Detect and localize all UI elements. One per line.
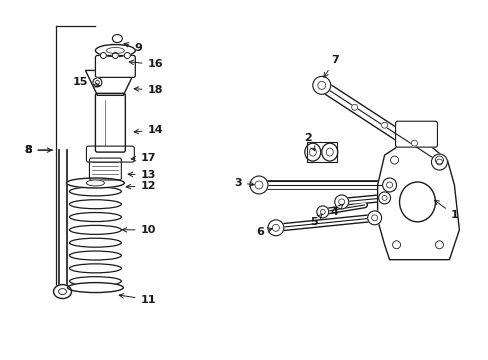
Ellipse shape: [320, 210, 325, 214]
Ellipse shape: [411, 140, 417, 146]
Ellipse shape: [69, 251, 121, 260]
Text: 8: 8: [25, 145, 52, 155]
Ellipse shape: [95, 45, 135, 57]
Ellipse shape: [254, 181, 263, 189]
Ellipse shape: [381, 195, 386, 201]
Ellipse shape: [249, 176, 267, 194]
Ellipse shape: [86, 180, 104, 186]
Ellipse shape: [381, 122, 387, 128]
Ellipse shape: [334, 195, 348, 209]
Ellipse shape: [69, 264, 121, 273]
Ellipse shape: [272, 224, 279, 231]
Ellipse shape: [95, 80, 99, 84]
Ellipse shape: [325, 148, 332, 156]
FancyBboxPatch shape: [86, 146, 134, 162]
FancyBboxPatch shape: [395, 121, 437, 147]
Ellipse shape: [382, 178, 396, 192]
Ellipse shape: [399, 182, 435, 222]
Polygon shape: [377, 142, 458, 260]
Ellipse shape: [390, 156, 398, 164]
Ellipse shape: [378, 192, 390, 204]
Ellipse shape: [312, 76, 330, 94]
Ellipse shape: [386, 182, 392, 188]
Polygon shape: [85, 71, 135, 95]
Text: 6: 6: [256, 227, 272, 237]
Ellipse shape: [430, 154, 447, 170]
FancyBboxPatch shape: [95, 93, 125, 152]
Text: 16: 16: [129, 59, 163, 69]
Text: 11: 11: [119, 294, 156, 305]
Ellipse shape: [69, 200, 121, 209]
Ellipse shape: [351, 104, 357, 110]
Ellipse shape: [112, 35, 122, 42]
Ellipse shape: [69, 225, 121, 234]
Ellipse shape: [304, 143, 320, 161]
Ellipse shape: [69, 238, 121, 247]
Ellipse shape: [267, 220, 284, 236]
Ellipse shape: [321, 143, 337, 161]
Text: 18: 18: [134, 85, 163, 95]
Ellipse shape: [338, 199, 344, 205]
Ellipse shape: [371, 215, 377, 221]
Ellipse shape: [316, 206, 328, 218]
Ellipse shape: [436, 159, 442, 165]
Ellipse shape: [106, 48, 124, 54]
Ellipse shape: [112, 53, 118, 58]
Ellipse shape: [67, 283, 123, 293]
FancyBboxPatch shape: [95, 55, 135, 77]
Ellipse shape: [435, 241, 443, 249]
Text: 12: 12: [126, 181, 156, 191]
Ellipse shape: [367, 211, 381, 225]
Ellipse shape: [93, 78, 102, 87]
Text: 3: 3: [234, 178, 254, 188]
Ellipse shape: [124, 53, 130, 58]
Ellipse shape: [435, 156, 443, 164]
Text: 8: 8: [25, 145, 53, 155]
Text: 10: 10: [122, 225, 156, 235]
Ellipse shape: [317, 81, 325, 89]
Text: 14: 14: [134, 125, 163, 135]
Ellipse shape: [59, 289, 66, 294]
FancyBboxPatch shape: [306, 142, 336, 162]
Ellipse shape: [66, 178, 124, 188]
Text: 7: 7: [323, 55, 338, 77]
Text: 9: 9: [124, 42, 142, 53]
Text: 17: 17: [131, 153, 156, 163]
Ellipse shape: [309, 148, 316, 156]
Ellipse shape: [100, 53, 106, 58]
Text: 15: 15: [73, 77, 100, 87]
Ellipse shape: [69, 277, 121, 285]
Text: 4: 4: [330, 204, 343, 217]
Ellipse shape: [392, 241, 400, 249]
Text: 5: 5: [309, 214, 322, 227]
FancyBboxPatch shape: [89, 158, 121, 180]
Ellipse shape: [69, 212, 121, 221]
Text: 13: 13: [128, 170, 156, 180]
Ellipse shape: [53, 285, 71, 298]
Ellipse shape: [69, 187, 121, 196]
Text: 1: 1: [434, 200, 457, 220]
Text: 2: 2: [304, 133, 314, 151]
